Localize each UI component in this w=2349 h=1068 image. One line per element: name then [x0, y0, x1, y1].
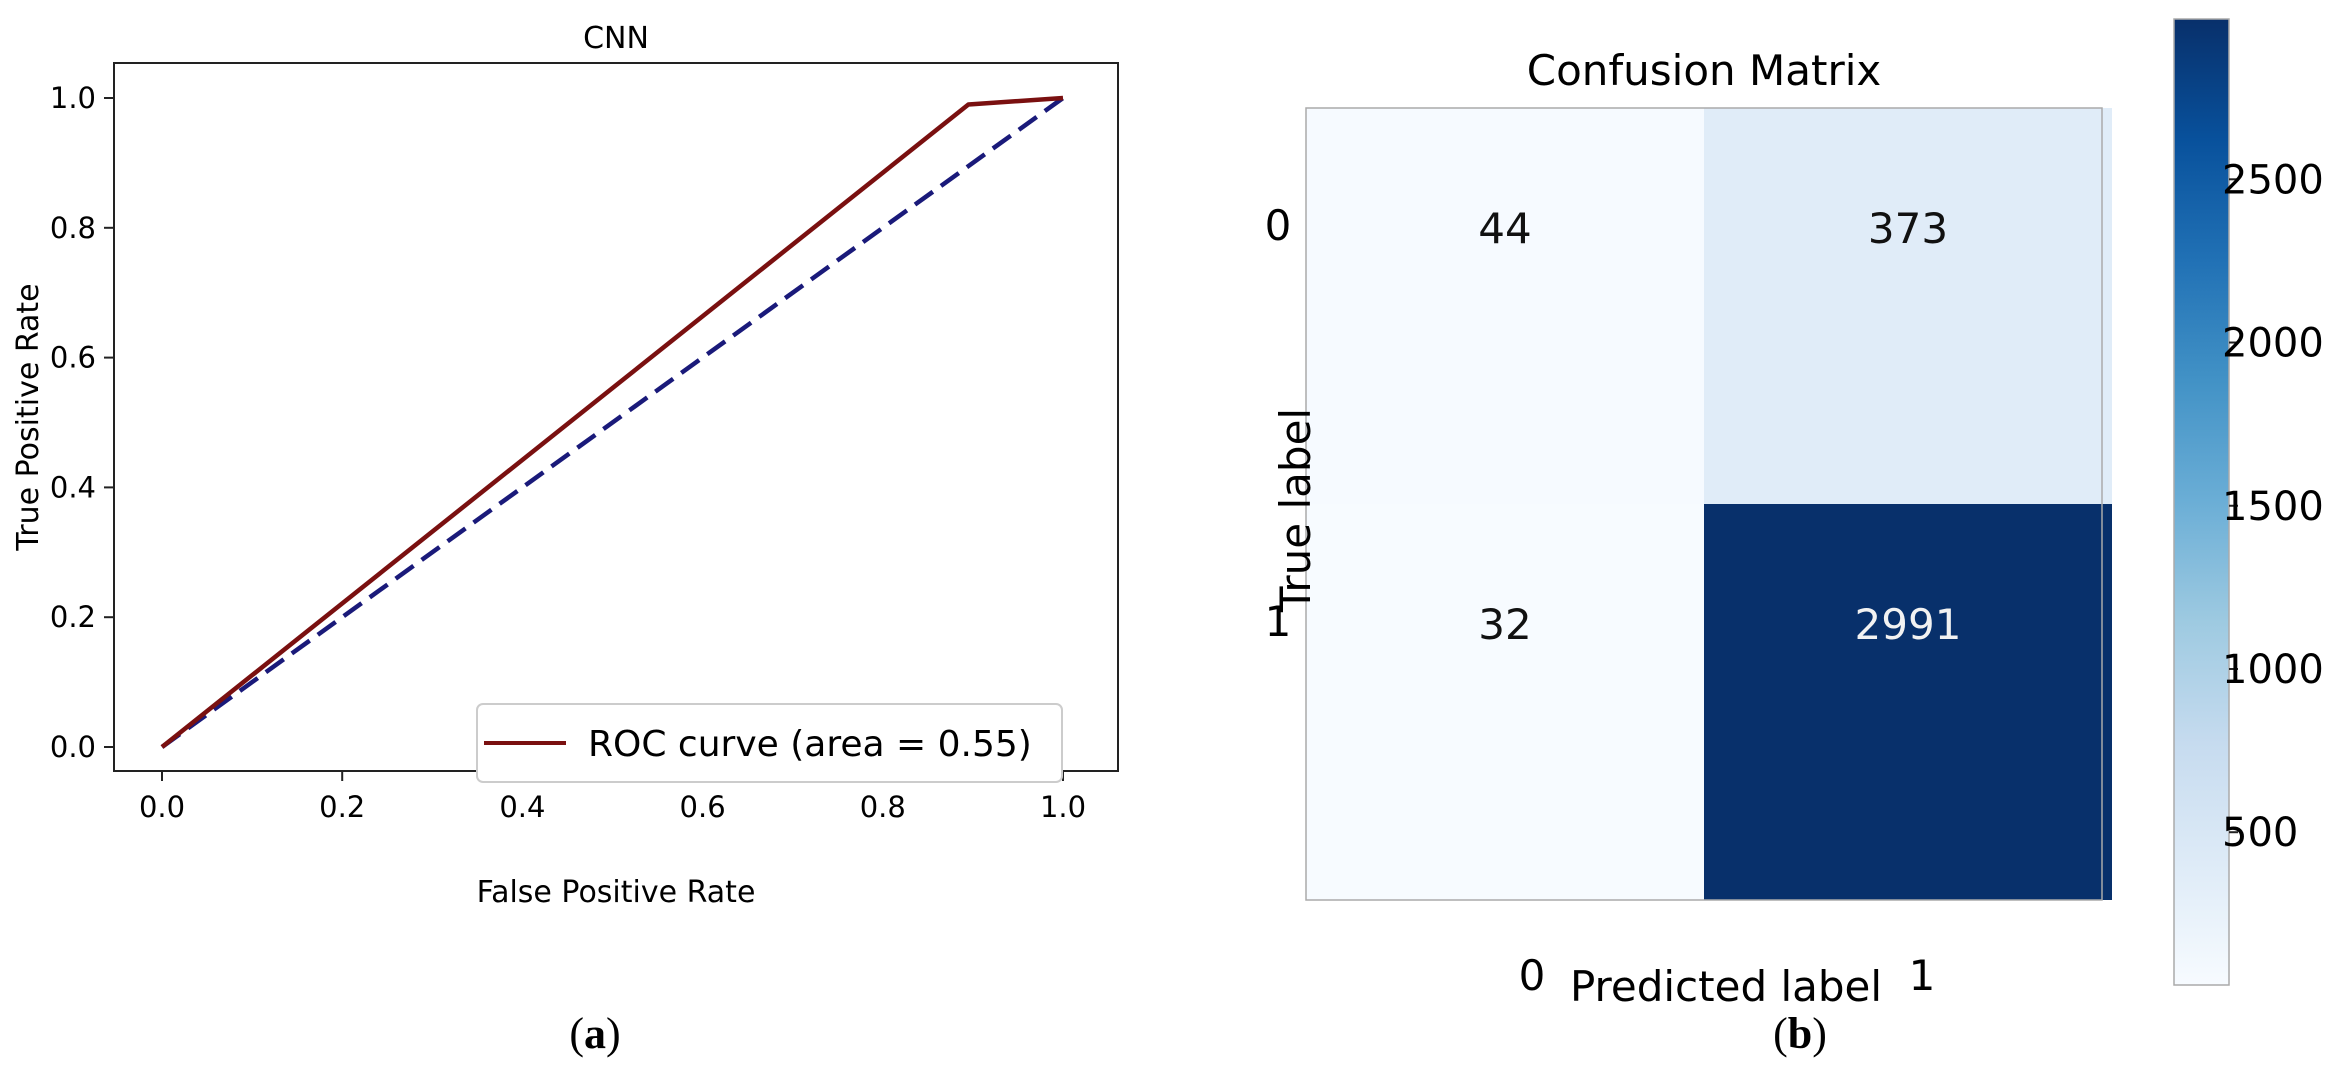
roc-curve-line: [160, 95, 1064, 749]
cm-colorbar-tick-label: 500: [2222, 810, 2298, 856]
cm-title: Confusion Matrix: [1527, 46, 1882, 95]
cm-colorbar-tick-label: 2000: [2222, 321, 2324, 367]
roc-y-tick-label: 0.4: [50, 470, 96, 504]
cm-cell-value: 2991: [1855, 600, 1962, 649]
roc-title: CNN: [583, 21, 649, 56]
cm-colorbar-ticks: 500 1000 1500 2000 2500: [2222, 157, 2324, 856]
roc-legend: ROC curve (area = 0.55): [476, 703, 1063, 783]
roc-x-tick-label: 0.4: [499, 790, 545, 824]
cm-x-tick-label: 1: [1909, 951, 1936, 1000]
roc-series-group: [160, 95, 1065, 749]
cm-cell: [1704, 504, 2112, 900]
cm-cell-value: 32: [1478, 600, 1531, 649]
cm-colorbar: [2173, 18, 2230, 986]
cm-colorbar-tick-label: 1000: [2222, 647, 2324, 693]
cm-cell-value: 373: [1868, 204, 1948, 253]
cm-colorbar-tick-label: 2500: [2222, 157, 2324, 203]
cm-y-label: True label: [1271, 408, 1320, 613]
roc-y-tick-label: 0.6: [50, 341, 96, 375]
roc-y-tick-label: 0.2: [50, 600, 96, 634]
roc-y-ticks: 0.0 0.2 0.4 0.6 0.8 1.0: [50, 81, 114, 764]
roc-legend-box: [476, 703, 1063, 783]
caption-a-letter: a: [584, 1009, 606, 1058]
cm-colorbar-tick-label: 1500: [2222, 484, 2324, 530]
caption-b-letter: b: [1788, 1009, 1812, 1058]
cm-y-ticks: 01: [1265, 201, 1292, 646]
caption-b: (b): [1773, 1009, 1827, 1058]
roc-y-tick-label: 1.0: [50, 81, 96, 115]
roc-x-tick-label: 0.6: [680, 790, 726, 824]
caption-a: (a): [569, 1009, 620, 1058]
cm-y-tick-label: 1: [1265, 597, 1292, 646]
roc-x-label: False Positive Rate: [477, 875, 756, 910]
roc-chart: CNN 0.0 0.2 0.4 0.6 0.8 1.0 0.0 0.2 0.4 0.6 0.8 1.…: [11, 21, 1119, 910]
cm-frame: [1305, 107, 2103, 901]
roc-y-label: True Positive Rate: [11, 283, 46, 551]
cm-cell: [1704, 108, 2112, 504]
roc-x-tick-label: 0.8: [860, 790, 906, 824]
cm-cells: 44 373 32 2991: [1306, 108, 2112, 900]
cm-x-tick-label: 0: [1519, 951, 1546, 1000]
roc-x-tick-label: 0.2: [319, 790, 365, 824]
roc-y-tick-label: 0.8: [50, 211, 96, 245]
cm-y-tick-label: 0: [1265, 201, 1292, 250]
roc-y-tick-label: 0.0: [50, 730, 96, 764]
roc-x-tick-label: 1.0: [1040, 790, 1086, 824]
cm-cell-value: 44: [1478, 204, 1531, 253]
cm-x-label: Predicted label: [1570, 962, 1882, 1011]
roc-legend-label: ROC curve (area = 0.55): [588, 724, 1032, 765]
roc-chance-line: [160, 96, 1065, 749]
roc-x-tick-label: 0.0: [139, 790, 185, 824]
cm-cell: [1306, 504, 1704, 900]
cm-cell: [1306, 108, 1704, 504]
